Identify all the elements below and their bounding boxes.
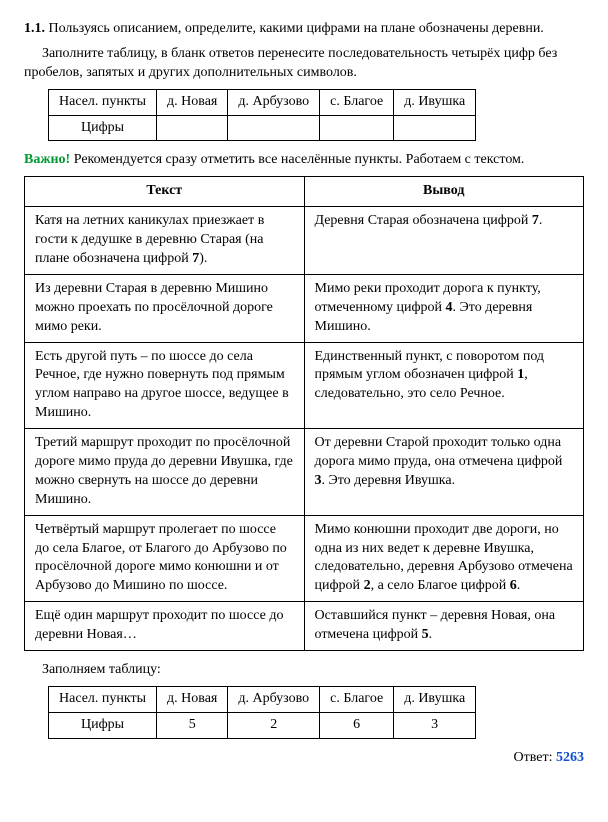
ft-h2: д. Арбузово bbox=[228, 686, 320, 712]
cell-concl: Единственный пункт, с поворотом под прям… bbox=[304, 342, 584, 429]
table-row: Четвёртый маршрут пролегает по шоссе до … bbox=[25, 515, 584, 602]
task-line2: Заполните таблицу, в бланк ответов перен… bbox=[24, 45, 584, 83]
th-text: Текст bbox=[25, 177, 305, 207]
ft-r3: 6 bbox=[320, 712, 394, 738]
bt-h4: д. Ивушка bbox=[394, 89, 476, 115]
task-statement: 1.1. Пользуясь описанием, определите, ка… bbox=[24, 20, 584, 39]
ft-r0: Цифры bbox=[49, 712, 157, 738]
cell-concl: Деревня Старая обозначена цифрой 7. bbox=[304, 207, 584, 275]
important-label: Важно! bbox=[24, 152, 70, 167]
ft-h4: д. Ивушка bbox=[394, 686, 476, 712]
important-text: Рекомендуется сразу отметить все населён… bbox=[70, 152, 524, 167]
th-concl: Вывод bbox=[304, 177, 584, 207]
cell-text: Есть другой путь – по шоссе до села Речн… bbox=[25, 342, 305, 429]
bt-r2-label: Цифры bbox=[49, 115, 157, 141]
cell-concl: Мимо реки проходит дорога к пункту, отме… bbox=[304, 274, 584, 342]
bt-h1: д. Новая bbox=[157, 89, 228, 115]
bt-c3 bbox=[320, 115, 394, 141]
filled-table: Насел. пункты д. Новая д. Арбузово с. Бл… bbox=[48, 686, 476, 739]
ft-h3: с. Благое bbox=[320, 686, 394, 712]
important-note: Важно! Рекомендуется сразу отметить все … bbox=[24, 151, 584, 170]
answer-label: Ответ: bbox=[514, 750, 556, 765]
blank-table: Насел. пункты д. Новая д. Арбузово с. Бл… bbox=[48, 89, 476, 142]
table-row: Катя на летних каникулах приезжает в гос… bbox=[25, 207, 584, 275]
bt-h2: д. Арбузово bbox=[228, 89, 320, 115]
task-line1: Пользуясь описанием, определите, какими … bbox=[49, 21, 544, 36]
answer-line: Ответ: 5263 bbox=[24, 749, 584, 768]
task-number: 1.1. bbox=[24, 21, 45, 36]
table-row: Ещё один маршрут проходит по шоссе до де… bbox=[25, 602, 584, 651]
cell-text: Из деревни Старая в деревню Мишино можно… bbox=[25, 274, 305, 342]
bt-h3: с. Благое bbox=[320, 89, 394, 115]
table-row: Из деревни Старая в деревню Мишино можно… bbox=[25, 274, 584, 342]
cell-text: Третий маршрут проходит по просёлочной д… bbox=[25, 429, 305, 516]
bt-c4 bbox=[394, 115, 476, 141]
ft-r4: 3 bbox=[394, 712, 476, 738]
reasoning-table: Текст Вывод Катя на летних каникулах при… bbox=[24, 176, 584, 651]
ft-h0: Насел. пункты bbox=[49, 686, 157, 712]
table-row: Третий маршрут проходит по просёлочной д… bbox=[25, 429, 584, 516]
answer-value: 5263 bbox=[556, 750, 584, 765]
ft-h1: д. Новая bbox=[157, 686, 228, 712]
cell-text: Катя на летних каникулах приезжает в гос… bbox=[25, 207, 305, 275]
ft-r1: 5 bbox=[157, 712, 228, 738]
table-row: Есть другой путь – по шоссе до села Речн… bbox=[25, 342, 584, 429]
fill-label: Заполняем таблицу: bbox=[24, 661, 584, 680]
cell-text: Четвёртый маршрут пролегает по шоссе до … bbox=[25, 515, 305, 602]
bt-h0: Насел. пункты bbox=[49, 89, 157, 115]
bt-c2 bbox=[228, 115, 320, 141]
cell-text: Ещё один маршрут проходит по шоссе до де… bbox=[25, 602, 305, 651]
cell-concl: Мимо конюшни проходит две дороги, но одн… bbox=[304, 515, 584, 602]
cell-concl: Оставшийся пункт – деревня Новая, она от… bbox=[304, 602, 584, 651]
bt-c1 bbox=[157, 115, 228, 141]
ft-r2: 2 bbox=[228, 712, 320, 738]
cell-concl: От деревни Старой проходит только одна д… bbox=[304, 429, 584, 516]
